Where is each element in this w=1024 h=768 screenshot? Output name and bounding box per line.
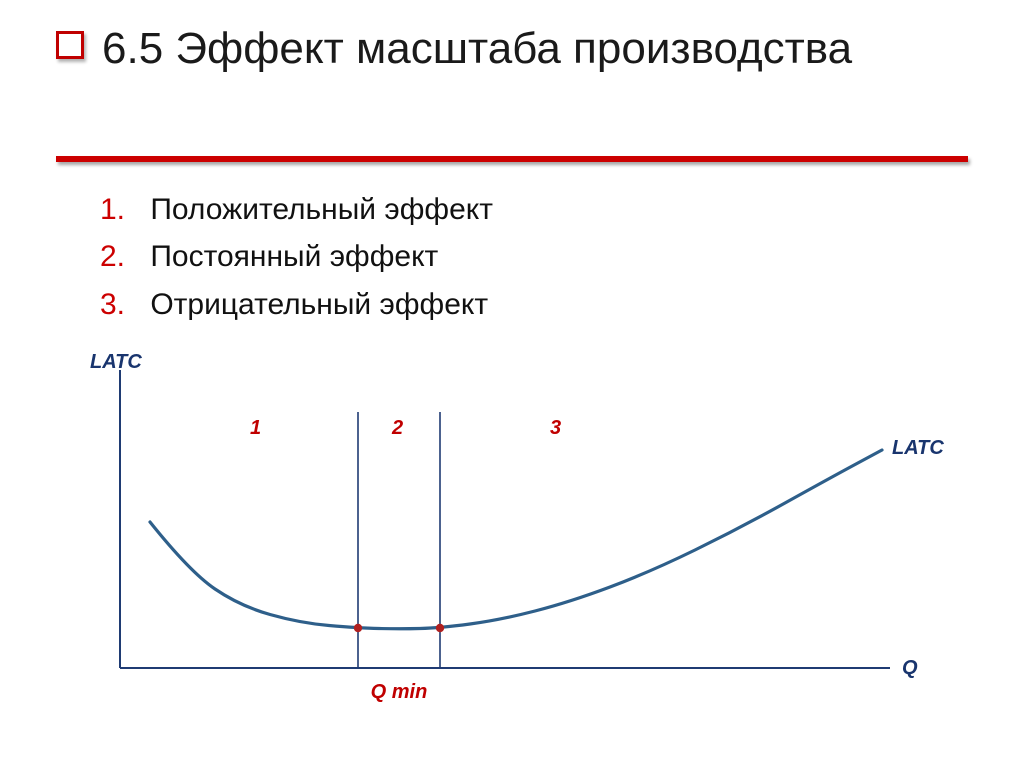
title-underline bbox=[56, 156, 968, 162]
effects-list: 1. Положительный эффект 2. Постоянный эф… bbox=[100, 186, 493, 328]
list-item-number: 1. bbox=[100, 186, 142, 233]
region-label: 1 bbox=[250, 417, 261, 439]
q-min-label: Q min bbox=[371, 681, 428, 703]
latc-curve bbox=[150, 450, 882, 629]
latc-chart: 1 2 3 LATC Q LATC Q min bbox=[70, 350, 954, 720]
list-item-number: 3. bbox=[100, 281, 142, 328]
list-item-text: Положительный эффект bbox=[150, 193, 493, 226]
x-axis-label: Q bbox=[902, 657, 918, 679]
list-item-text: Отрицательный эффект bbox=[150, 288, 488, 321]
curve-end-label: LATC bbox=[892, 437, 944, 459]
list-item: 3. Отрицательный эффект bbox=[100, 281, 493, 328]
slide-title: 6.5 Эффект масштаба производства bbox=[56, 22, 956, 76]
list-item-text: Постоянный эффект bbox=[150, 240, 438, 273]
curve-marker bbox=[354, 624, 362, 632]
title-text: 6.5 Эффект масштаба производства bbox=[102, 24, 852, 73]
list-item: 1. Положительный эффект bbox=[100, 186, 493, 233]
title-bullet-icon bbox=[56, 31, 84, 59]
y-axis-label: LATC bbox=[90, 351, 142, 373]
list-item-number: 2. bbox=[100, 233, 142, 280]
slide: 6.5 Эффект масштаба производства 1. Поло… bbox=[0, 0, 1024, 768]
list-item: 2. Постоянный эффект bbox=[100, 233, 493, 280]
region-label: 2 bbox=[391, 417, 403, 439]
region-label: 3 bbox=[550, 417, 561, 439]
chart-svg: 1 2 3 LATC Q LATC Q min bbox=[70, 350, 954, 720]
curve-marker bbox=[436, 624, 444, 632]
